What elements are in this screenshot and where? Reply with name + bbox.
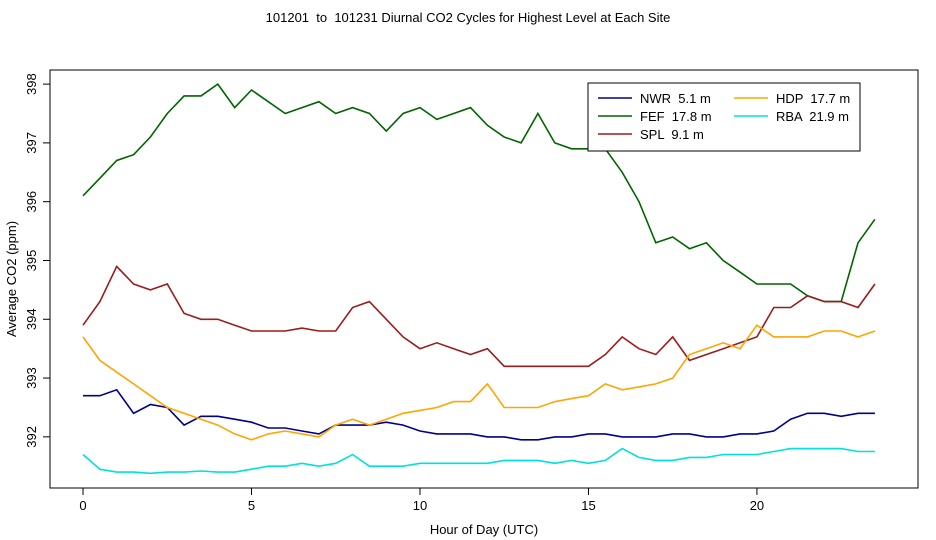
chart-title: 101201 to 101231 Diurnal CO2 Cycles for … (266, 10, 671, 25)
x-tick-label: 15 (581, 498, 595, 513)
x-tick-label: 20 (750, 498, 764, 513)
series-line (82, 324, 876, 441)
y-tick-label: 394 (24, 308, 39, 330)
x-tick-label: 5 (248, 498, 255, 513)
y-tick-label: 397 (24, 132, 39, 154)
y-tick-label: 396 (24, 191, 39, 213)
legend-box (587, 82, 861, 152)
series-line (82, 265, 876, 368)
legend-label: NWR 5.1 m (640, 91, 711, 106)
series-line (82, 447, 875, 475)
legend-label: HDP 17.7 m (776, 91, 850, 106)
x-tick-label: 0 (79, 498, 86, 513)
y-axis-label: Average CO2 (ppm) (4, 221, 19, 337)
legend-label: RBA 21.9 m (776, 109, 849, 124)
x-axis-label: Hour of Day (UTC) (430, 522, 538, 537)
y-tick-label: 395 (24, 250, 39, 272)
x-tick-label: 10 (413, 498, 427, 513)
legend-label: FEF 17.8 m (640, 109, 712, 124)
series-line (83, 388, 875, 441)
y-tick-label: 398 (24, 73, 39, 95)
y-tick-label: 392 (24, 426, 39, 448)
plot-frame (49, 69, 919, 489)
legend-label: SPL 9.1 m (640, 127, 704, 142)
series-line (82, 82, 876, 303)
y-tick-label: 393 (24, 367, 39, 389)
